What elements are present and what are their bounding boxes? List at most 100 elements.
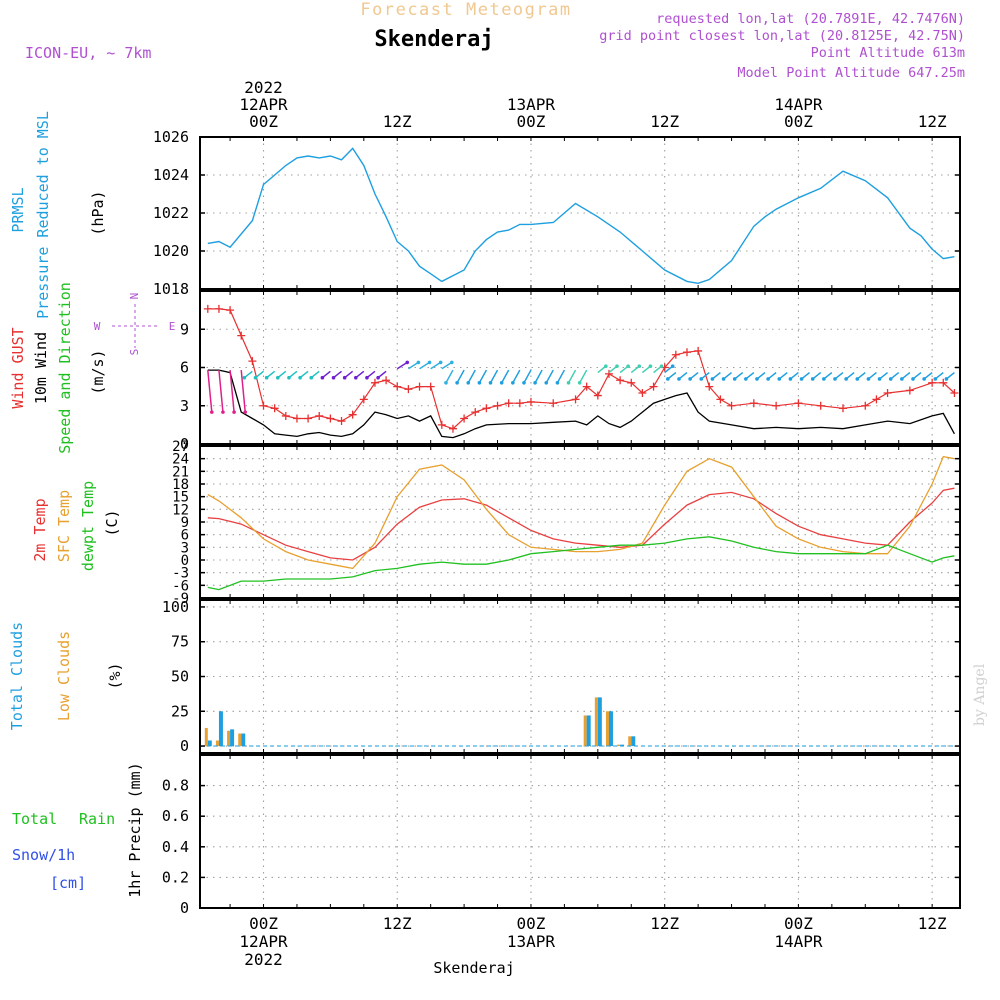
wind-arrow-head [944,377,949,381]
gust-marker [616,376,625,385]
wind-arrow-head [659,364,664,369]
low-cloud-bar [617,744,621,747]
gust-marker [382,376,391,385]
wind-arrow-head [287,375,291,380]
wind-arrow-head [855,377,860,381]
tick-label-temp: 0 [181,553,189,569]
footer-location: Skenderaj [433,959,514,977]
gust-marker [281,411,290,420]
time-label-top: 13APR [507,95,556,114]
wind-arrow-head [405,360,410,365]
low-cloud-bar [594,697,598,747]
tick-label-pressure: 1024 [153,166,189,184]
label-prmsl: PRMSL [9,187,27,232]
wind-arrow [534,369,543,384]
time-label-top: 00Z [249,112,278,131]
total-cloud-bar [620,744,625,747]
low-cloud-bar [605,711,609,747]
gust-marker [604,369,613,378]
gust-marker [838,404,847,413]
wind-arrow-head [648,364,653,369]
label-low-clouds: Low Clouds [55,631,73,721]
tick-label-pressure: 1026 [153,128,189,146]
time-label-bottom: 00Z [249,914,278,933]
low-cloud-bar [238,733,242,747]
gust-marker [448,424,457,433]
wind-arrow-head [877,377,882,381]
gust-marker [348,410,357,419]
tick-label-temp: -3 [172,566,189,582]
wind-arrow-head [232,410,236,414]
wind-arrow [501,369,510,384]
wind-arrow [218,369,224,413]
time-label-bottom: 2022 [244,950,283,969]
wind-arrow [556,369,566,384]
label-snow: Snow/1h [12,846,75,864]
wind10m-line [207,369,955,439]
wind-arrow-head [221,410,225,414]
t2m-line [207,487,955,561]
wind-arrow [467,369,476,384]
wind-arrow-head [466,381,471,385]
wind-arrow [478,369,488,384]
label-2m-temp: 2m Temp [31,498,49,561]
tick-label-pressure: 1020 [153,242,189,260]
wind-arrow-head [911,377,915,381]
gust-marker [337,417,346,426]
dewpt-line [207,536,955,591]
gust-marker [493,401,502,410]
label-rain: Rain [79,810,115,828]
wind-arrow [229,369,235,413]
tick-label-precip: 0.6 [162,807,189,825]
wind-arrow-head [810,377,815,381]
gust-marker [270,404,279,413]
wind-arrow [430,361,442,370]
gust-marker [905,386,914,395]
total-cloud-bar [608,711,613,747]
wind-arrow-head [331,375,336,380]
wind-arrow-head [710,377,715,381]
wind-arrow [207,369,213,413]
tick-label-temp: 6 [181,528,189,544]
gust-marker [861,401,870,410]
gust-marker [772,401,781,410]
gust-marker [682,348,691,357]
wind-arrow-head [922,377,926,381]
label-total: Total [12,810,57,828]
wind-arrow-head [376,375,380,380]
tick-label-temp: 3 [181,540,189,556]
tick-label-precip: 0.2 [162,868,189,886]
wind-arrow-head [544,381,549,385]
tick-label-precip: 0.4 [162,838,189,856]
tick-label-temp: 12 [172,502,189,518]
compass-e: E [169,320,176,333]
wind-arrow-head [933,377,938,381]
tick-label-temp: 18 [172,477,189,493]
wind-arrow [441,361,453,370]
wind-arrow-head [615,364,619,369]
wind-arrow [512,369,521,384]
gust-marker [304,414,313,423]
gust-marker [471,408,480,417]
label-cm-unit: [cm] [50,874,86,892]
label-pct-unit: (%) [106,662,124,689]
label-speed-direction: Speed and Direction [56,282,74,454]
low-cloud-bar [215,740,219,747]
panel-frame-pressure [199,136,961,290]
wind-arrow-head [626,364,630,369]
gust-marker [638,389,647,397]
wind-arrow-head [210,410,214,414]
wind-arrow-head [888,377,893,381]
wind-arrow-head [499,381,504,385]
wind-arrow-head [444,381,448,385]
total-cloud-bar [586,715,591,747]
gust-marker [259,401,268,410]
model-label: ICON-EU, ~ 7km [25,44,151,62]
tick-label-clouds: 50 [171,668,189,686]
gust-marker [883,389,892,397]
label-precip-unit: 1hr Precip (mm) [126,762,144,897]
wind-arrow-head [732,377,737,381]
tick-label-temp: 21 [172,464,189,480]
gust-marker [716,395,725,404]
